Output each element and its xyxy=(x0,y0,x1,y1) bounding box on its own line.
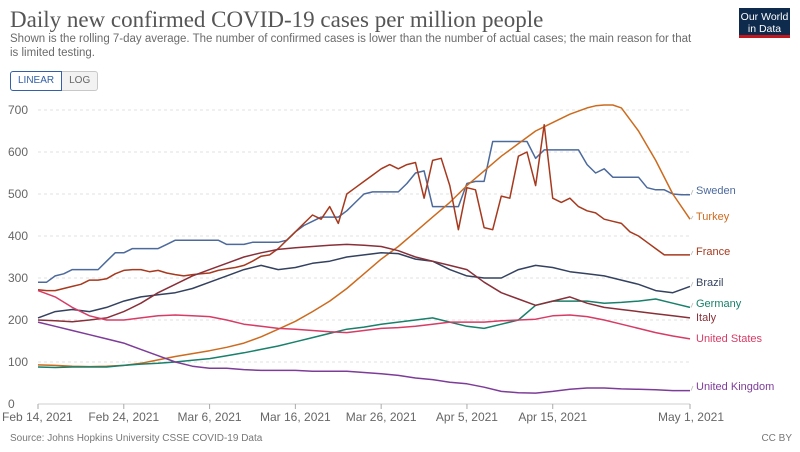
linear-scale-button[interactable]: LINEAR xyxy=(10,71,63,91)
chart-title: Daily new confirmed COVID-19 cases per m… xyxy=(10,7,544,32)
y-tick-label: 600 xyxy=(8,145,28,159)
x-tick-label: May 1, 2021 xyxy=(658,410,724,424)
source-note: Source: Johns Hopkins University CSSE CO… xyxy=(10,433,263,444)
x-tick-label: Feb 14, 2021 xyxy=(2,410,73,424)
y-tick-label: 0 xyxy=(8,397,15,411)
series-label-turkey: Turkey xyxy=(696,211,730,223)
license-link[interactable]: CC BY xyxy=(761,433,792,444)
x-tick-label: Feb 24, 2021 xyxy=(88,410,159,424)
series-lines xyxy=(37,104,691,394)
series-line-france xyxy=(37,123,690,292)
logo-line-2: in Data xyxy=(747,23,782,35)
y-tick-label: 300 xyxy=(8,271,28,285)
series-line-sweden xyxy=(38,140,690,283)
owid-logo[interactable]: Our World in Data xyxy=(739,8,790,38)
grid-lines xyxy=(38,109,690,405)
series-label-brazil: Brazil xyxy=(696,277,724,289)
series-connector-brazil xyxy=(690,281,694,287)
series-connector-france xyxy=(690,250,694,256)
series-label-italy: Italy xyxy=(696,312,717,324)
series-label-germany: Germany xyxy=(696,298,742,310)
y-tick-label: 400 xyxy=(8,229,28,243)
x-tick-label: Mar 6, 2021 xyxy=(178,410,242,424)
series-line-turkey xyxy=(37,104,691,368)
series-connector-turkey xyxy=(690,215,694,220)
series-connector-germany xyxy=(690,302,694,308)
y-tick-label: 700 xyxy=(8,103,28,117)
y-tick-label: 200 xyxy=(8,313,28,327)
series-connector-sweden xyxy=(690,189,694,195)
chart-subtitle: Shown is the rolling 7-day average. The … xyxy=(10,33,692,59)
series-line-germany xyxy=(37,298,691,369)
series-connector-united-kingdom xyxy=(690,385,694,391)
x-tick-label: Mar 16, 2021 xyxy=(260,410,331,424)
scale-toggle: LINEAR LOG xyxy=(10,71,99,91)
series-label-united-states: United States xyxy=(696,333,763,345)
series-line-united-states xyxy=(37,289,691,340)
x-tick-label: Apr 15, 2021 xyxy=(518,410,587,424)
series-labels: Sweden Turkey France Brazil Germany Italy Unit… xyxy=(690,185,774,393)
series-line-brazil xyxy=(37,252,691,319)
series-label-united-kingdom: United Kingdom xyxy=(696,381,774,393)
x-tick-label: Mar 26, 2021 xyxy=(346,410,417,424)
y-tick-label: 100 xyxy=(8,355,28,369)
x-tick-label: Apr 5, 2021 xyxy=(436,410,498,424)
y-axis: 0 100 200 300 400 500 600 700 xyxy=(8,103,28,411)
series-line-united-kingdom xyxy=(37,321,690,394)
series-line-italy xyxy=(37,243,691,323)
x-axis: Feb 14, 2021 Feb 24, 2021 Mar 6, 2021 Mar 1… xyxy=(2,404,724,424)
series-label-france: France xyxy=(696,246,730,258)
logo-line-1: Our World xyxy=(740,11,789,23)
log-scale-button[interactable]: LOG xyxy=(62,71,99,91)
y-tick-label: 500 xyxy=(8,187,28,201)
series-label-sweden: Sweden xyxy=(696,185,736,197)
